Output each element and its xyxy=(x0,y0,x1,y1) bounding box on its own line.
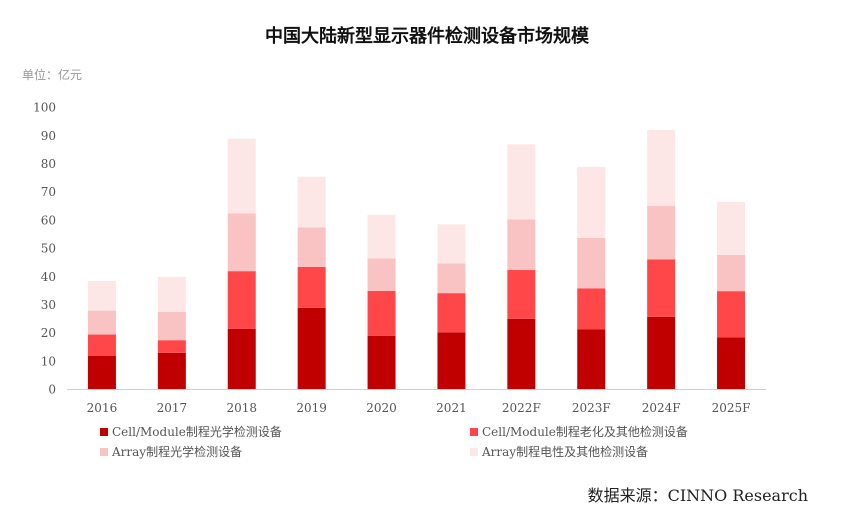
bar-segment-2023F-3 xyxy=(577,166,606,238)
y-tick-label: 100 xyxy=(33,101,56,115)
bar-segment-2018-3 xyxy=(227,138,256,214)
bar-segment-2022F-3 xyxy=(507,144,536,220)
legend-label: Cell/Module制程光学检测设备 xyxy=(112,425,282,439)
y-tick-label: 80 xyxy=(41,157,56,171)
bar-segment-2017-2 xyxy=(157,312,186,341)
bar-segment-2017-0 xyxy=(157,352,186,390)
bar-segment-2016-1 xyxy=(87,334,116,356)
legend-label: Array制程光学检测设备 xyxy=(112,445,243,459)
bar-segment-2025F-2 xyxy=(717,254,746,292)
y-tick-label: 50 xyxy=(41,242,56,256)
bar-segment-2018-1 xyxy=(227,271,256,329)
y-tick-label: 70 xyxy=(41,185,56,199)
bar-segment-2023F-2 xyxy=(577,237,606,289)
bar-segment-2024F-0 xyxy=(647,316,676,390)
legend-item-3: Array制程电性及其他检测设备 xyxy=(470,443,648,460)
bar-segment-2019-0 xyxy=(297,307,326,390)
bar-segment-2016-3 xyxy=(87,281,116,311)
bar-segment-2020-0 xyxy=(367,335,396,390)
y-tick-label: 60 xyxy=(41,213,56,227)
legend-label: Cell/Module制程老化及其他检测设备 xyxy=(482,425,688,439)
bar-segment-2020-1 xyxy=(367,290,396,336)
bar-segment-2021-1 xyxy=(437,293,466,333)
x-tick-label: 2021 xyxy=(436,401,467,415)
bar-segment-2022F-1 xyxy=(507,270,536,319)
bar-segment-2022F-0 xyxy=(507,318,536,390)
chart-title: 中国大陆新型显示器件检测设备市场规模 xyxy=(265,26,589,47)
x-tick-label: 2024F xyxy=(642,401,681,415)
legend-swatch xyxy=(100,447,108,456)
legend-swatch xyxy=(100,427,108,436)
bar-segment-2024F-2 xyxy=(647,206,676,260)
legend-label: Array制程电性及其他检测设备 xyxy=(482,445,649,459)
x-tick-label: 2025F xyxy=(712,401,751,415)
bar-segment-2016-2 xyxy=(87,310,116,335)
bar-segment-2024F-3 xyxy=(647,129,676,207)
x-tick-label: 2023F xyxy=(572,401,611,415)
bar-segment-2017-1 xyxy=(157,340,186,353)
y-tick-label: 0 xyxy=(48,383,56,397)
bar-segment-2020-2 xyxy=(367,258,396,291)
bar-segment-2022F-2 xyxy=(507,219,536,271)
bar-segment-2023F-1 xyxy=(577,288,606,330)
legend-item-1: Cell/Module制程老化及其他检测设备 xyxy=(470,423,688,440)
x-tick-label: 2022F xyxy=(502,401,541,415)
y-tick-label: 90 xyxy=(41,129,56,143)
bar-segment-2020-3 xyxy=(367,214,396,259)
bar-segment-2025F-3 xyxy=(717,201,746,255)
bar-segment-2017-3 xyxy=(157,276,186,313)
unit-label: 单位：亿元 xyxy=(22,68,83,82)
bar-segment-2025F-1 xyxy=(717,291,746,338)
y-tick-label: 10 xyxy=(41,354,56,368)
legend-swatch xyxy=(470,447,478,456)
bar-segment-2025F-0 xyxy=(717,337,746,390)
bar-segment-2016-0 xyxy=(87,355,116,390)
y-tick-label: 20 xyxy=(41,326,56,340)
x-tick-label: 2020 xyxy=(366,401,397,415)
legend-item-0: Cell/Module制程光学检测设备 xyxy=(100,423,282,440)
y-tick-label: 40 xyxy=(41,270,56,284)
bar-segment-2018-2 xyxy=(227,213,256,272)
x-tick-label: 2018 xyxy=(226,401,257,415)
bar-segment-2018-0 xyxy=(227,328,256,390)
x-tick-label: 2019 xyxy=(296,401,327,415)
bar-segment-2023F-0 xyxy=(577,329,606,390)
bar-segment-2024F-1 xyxy=(647,259,676,317)
bar-segment-2019-1 xyxy=(297,266,326,308)
bar-segment-2019-3 xyxy=(297,176,326,228)
bar-segment-2019-2 xyxy=(297,227,326,267)
x-tick-label: 2017 xyxy=(157,401,188,415)
bar-segment-2021-2 xyxy=(437,263,466,294)
y-tick-label: 30 xyxy=(41,298,56,312)
legend-item-2: Array制程光学检测设备 xyxy=(100,443,242,460)
bar-segment-2021-3 xyxy=(437,224,466,264)
bar-segment-2021-0 xyxy=(437,332,466,390)
x-tick-label: 2016 xyxy=(87,401,118,415)
legend-swatch xyxy=(470,427,478,436)
source-note: 数据来源：CINNO Research xyxy=(587,486,808,505)
